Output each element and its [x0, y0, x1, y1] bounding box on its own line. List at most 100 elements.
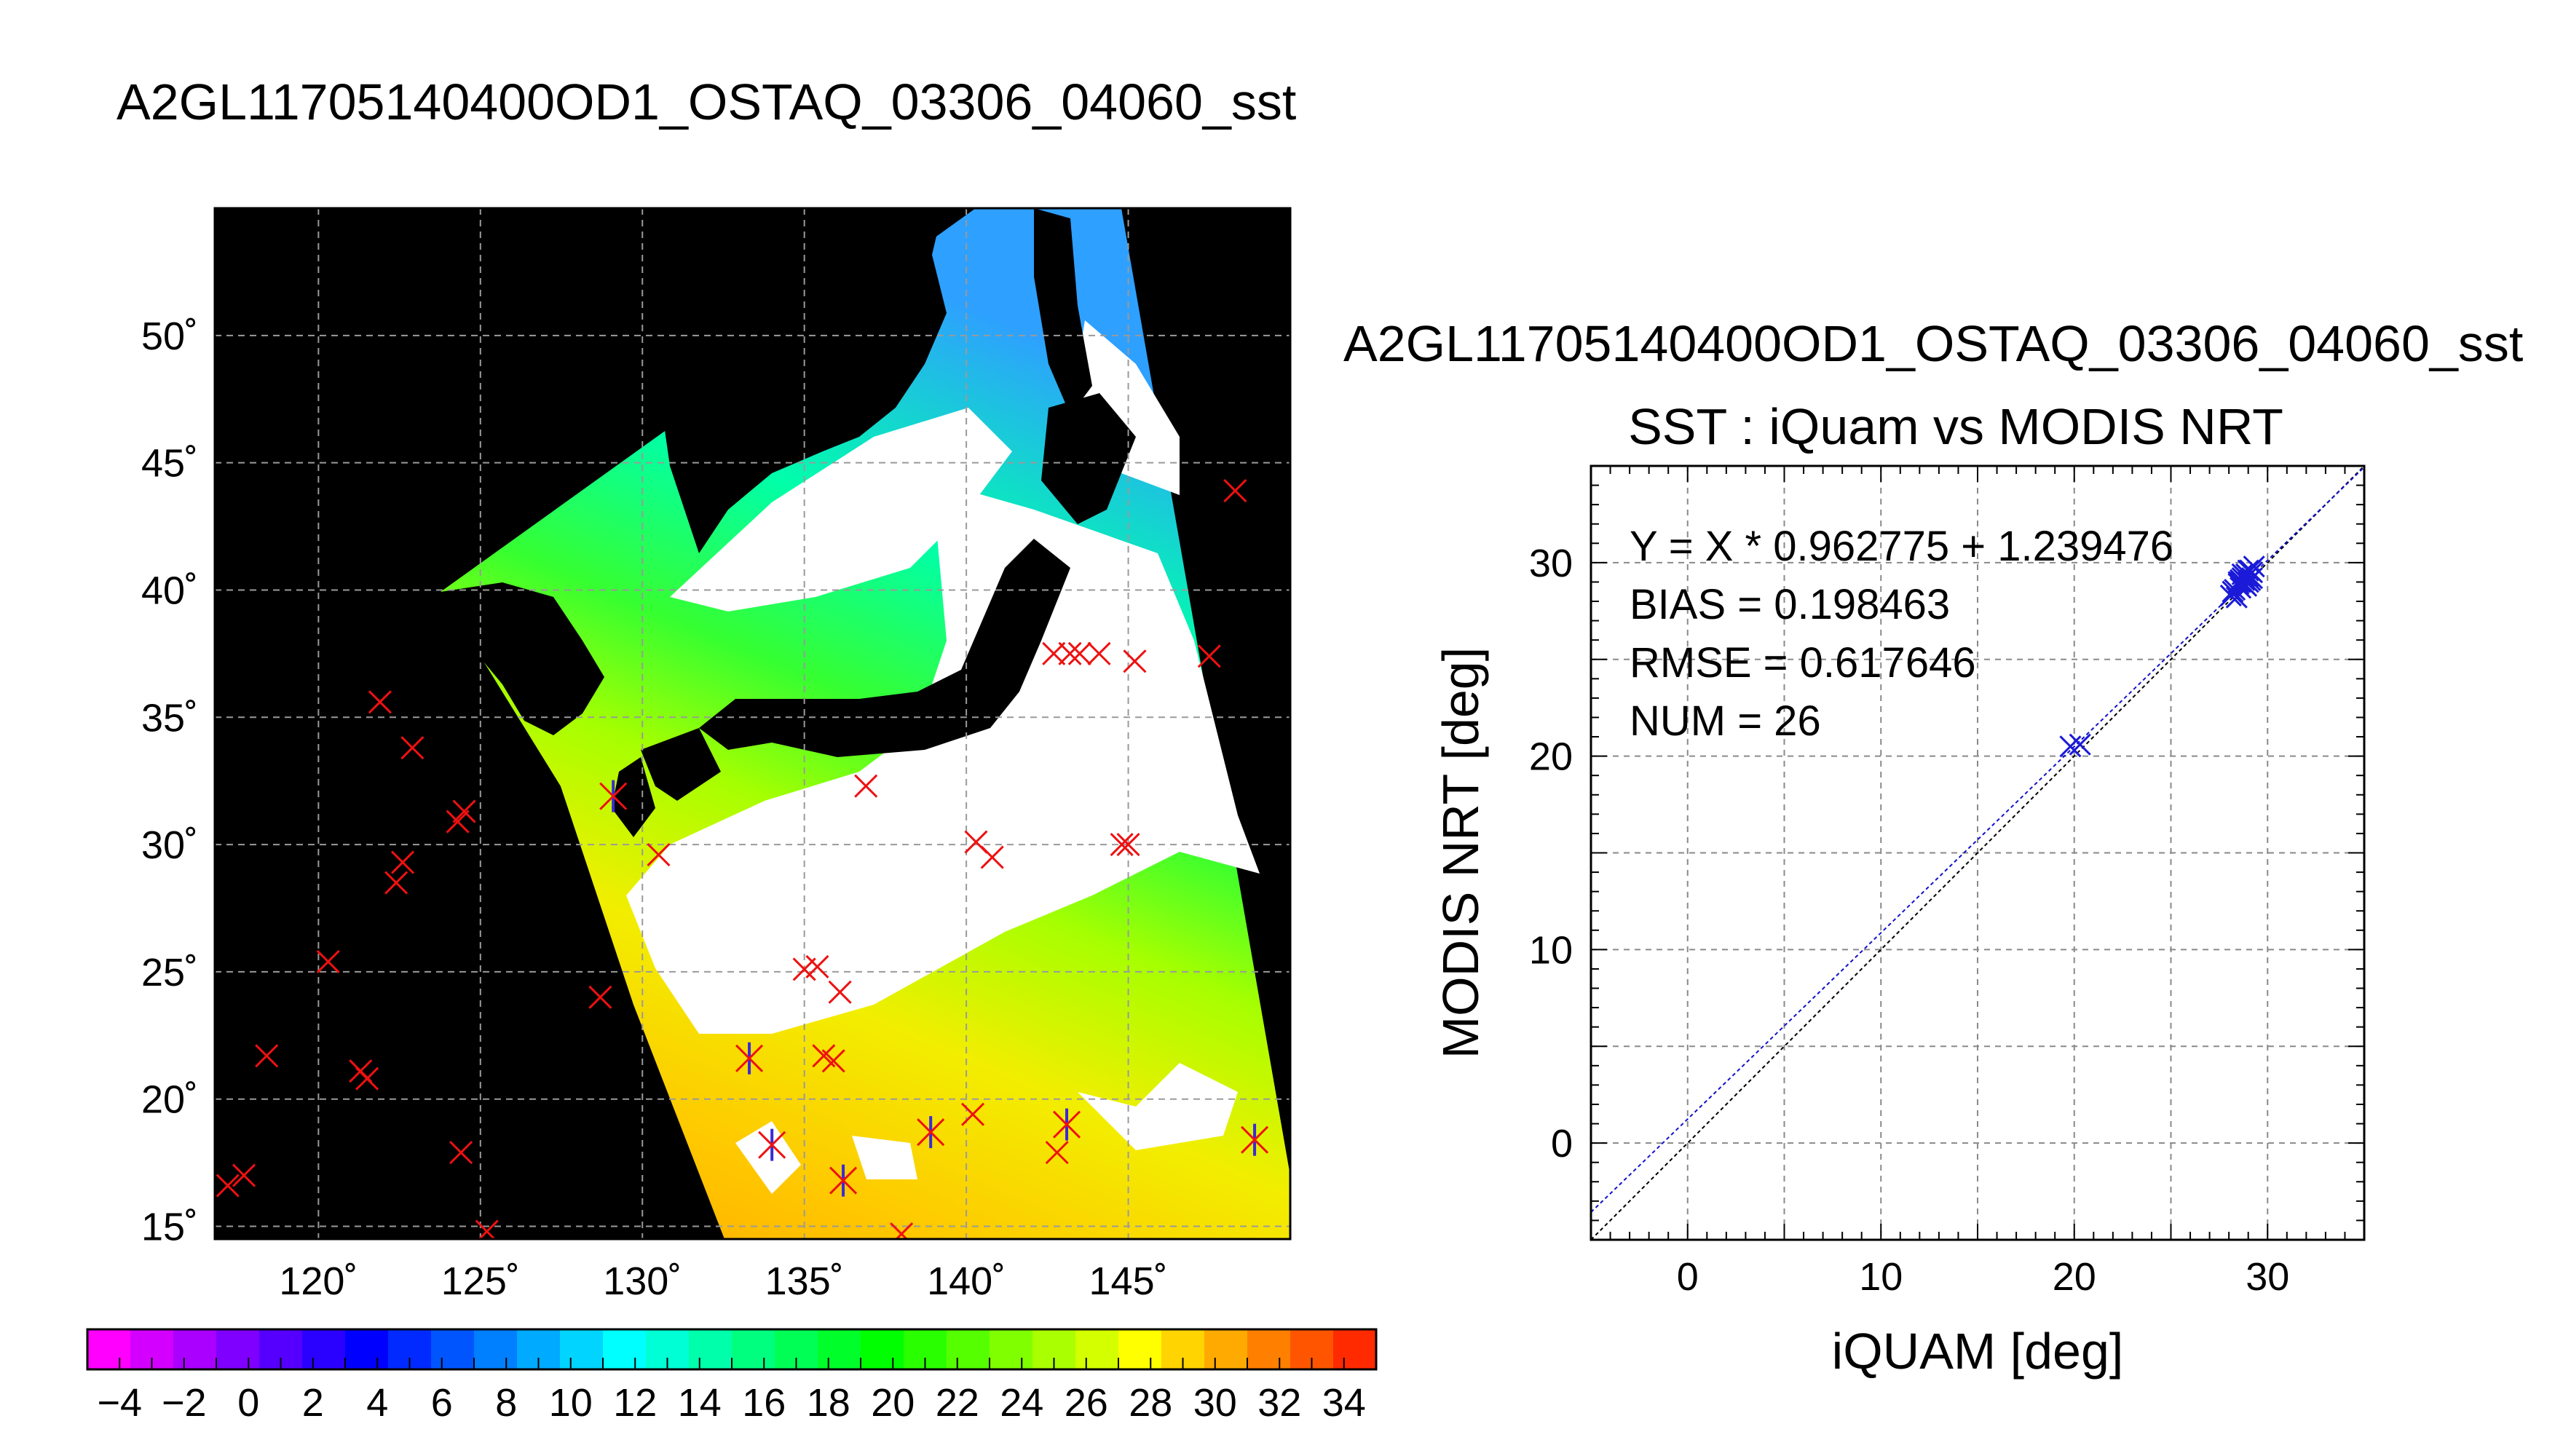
colorbar-segment-12: [603, 1329, 647, 1369]
colorbar-tick-label-0: −4: [97, 1381, 142, 1425]
map-point-24: [1087, 641, 1111, 665]
map-point-5: [316, 949, 340, 973]
map-y-tick-label-6: 45˚: [141, 442, 198, 486]
cloud-mask-7: [852, 1136, 917, 1179]
colorbar-tick-label-19: 34: [1322, 1381, 1366, 1425]
map-point-23: [1067, 641, 1091, 665]
scatter-y-tick-label-2: 20: [1529, 735, 1573, 779]
colorbar-tick-label-10: 16: [742, 1381, 786, 1425]
map-y-tick-label-7: 50˚: [141, 314, 198, 358]
map-matched-point-4: [917, 1116, 945, 1149]
map-point-32: [960, 1102, 985, 1126]
colorbar-segment-24: [1118, 1329, 1162, 1369]
map-point-7: [355, 1067, 379, 1091]
map-point-30: [828, 980, 852, 1004]
map-point-21: [1042, 641, 1066, 665]
map-x-tick-label-3: 135˚: [765, 1259, 844, 1303]
map-point-25: [1123, 649, 1147, 673]
map-x-tick-label-2: 130˚: [603, 1259, 682, 1303]
scatter-suptitle: A2GL11705140400OD1_OSTAQ_03306_04060_sst: [1343, 315, 2524, 372]
colorbar-segment-14: [689, 1329, 732, 1369]
land-mass-4: [1041, 393, 1136, 524]
colorbar-segment-9: [474, 1329, 518, 1369]
scatter-annotation-2: RMSE = 0.617646: [1630, 639, 1976, 687]
scatter-point-1: [2069, 733, 2091, 756]
map-point-11: [400, 736, 424, 760]
colorbar-tick-label-4: 4: [366, 1381, 388, 1425]
map-y-tick-label-0: 15˚: [141, 1206, 198, 1249]
cloud-mask-5: [1078, 1063, 1238, 1150]
colorbar-segment-21: [990, 1329, 1033, 1369]
colorbar-tick-label-3: 2: [302, 1381, 324, 1425]
map-point-10: [390, 850, 415, 874]
map-point-3: [232, 1163, 256, 1187]
map-y-tick-label-4: 35˚: [141, 696, 198, 740]
map-point-14: [449, 1141, 473, 1165]
map-point-34: [890, 1222, 914, 1239]
land-mass-7: [612, 757, 655, 837]
scatter-plot-area: [1591, 466, 2364, 1240]
scatter-y-tick-label-0: 0: [1551, 1122, 1573, 1166]
map-point-17: [647, 842, 671, 867]
colorbar-segment-0: [87, 1329, 131, 1369]
land-mass-2: [655, 208, 947, 553]
map-matched-point-5: [1052, 1108, 1081, 1141]
map-point-22: [1058, 641, 1082, 665]
map-matched-point-6: [1241, 1123, 1269, 1156]
map-y-tick-label-1: 20˚: [141, 1078, 198, 1122]
colorbar-tick-label-7: 10: [549, 1381, 593, 1425]
map-point-2: [216, 1174, 240, 1198]
colorbar-tick-label-11: 18: [807, 1381, 850, 1425]
land-mass-6: [641, 728, 721, 801]
map-point-1: [1197, 644, 1221, 668]
map-point-9: [384, 871, 408, 895]
scatter-x-tick-label-2: 20: [2053, 1255, 2096, 1299]
scatter-annotation-3: NUM = 26: [1630, 697, 1821, 745]
map-title: A2GL11705140400OD1_OSTAQ_03306_04060_sst: [117, 74, 1297, 130]
colorbar-tick-label-18: 32: [1257, 1381, 1301, 1425]
colorbar-tick-label-14: 24: [1000, 1381, 1043, 1425]
colorbar-tick-label-6: 8: [495, 1381, 517, 1425]
colorbar-segment-18: [861, 1329, 904, 1369]
map-x-tick-label-5: 145˚: [1089, 1259, 1168, 1303]
map-point-0: [1223, 479, 1247, 503]
colorbar-tick-label-1: −2: [162, 1381, 207, 1425]
colorbar-segment-15: [732, 1329, 775, 1369]
colorbar-segment-2: [173, 1329, 217, 1369]
scatter-y-tick-label-3: 30: [1529, 542, 1573, 585]
colorbar-segment-23: [1075, 1329, 1119, 1369]
scatter-point-25: [2230, 569, 2252, 591]
map-frame: [213, 207, 1292, 1241]
map-point-8: [368, 690, 392, 714]
map-point-20: [980, 845, 1004, 869]
land-mass-5: [699, 539, 1070, 757]
scatter-x-tick-label-1: 10: [1859, 1255, 1903, 1299]
scatter-point-2: [2219, 584, 2242, 607]
cloud-mask-1: [670, 408, 1012, 612]
scatter-annotation-1: BIAS = 0.198463: [1630, 581, 1950, 628]
scatter-title: SST : iQuam vs MODIS NRT: [1628, 398, 2283, 455]
cloud-mask-6: [735, 1121, 801, 1194]
colorbar-tick-label-5: 6: [431, 1381, 453, 1425]
map-plot-area: [215, 208, 1290, 1239]
scatter-point-24: [2237, 559, 2259, 582]
map-point-35: [812, 1044, 836, 1068]
map-x-tick-label-0: 120˚: [279, 1259, 358, 1303]
colorbar-segment-27: [1247, 1329, 1291, 1369]
map-y-tick-label-3: 30˚: [141, 823, 198, 867]
colorbar-segment-6: [345, 1329, 389, 1369]
colorbar-tick-label-12: 20: [871, 1381, 915, 1425]
regression-line: [1591, 466, 2364, 1213]
map-matched-point-2: [758, 1128, 786, 1161]
colorbar-tick-label-15: 26: [1065, 1381, 1108, 1425]
colorbar-tick-label-17: 30: [1193, 1381, 1237, 1425]
map-point-33: [1045, 1141, 1069, 1165]
colorbar-segment-11: [560, 1329, 604, 1369]
colorbar-segment-3: [216, 1329, 260, 1369]
colorbar-tick-label-2: 0: [237, 1381, 259, 1425]
colorbar-segment-5: [302, 1329, 346, 1369]
colorbar-tick-label-13: 22: [936, 1381, 979, 1425]
scatter-annotation-0: Y = X * 0.962775 + 1.239476: [1630, 523, 2173, 570]
